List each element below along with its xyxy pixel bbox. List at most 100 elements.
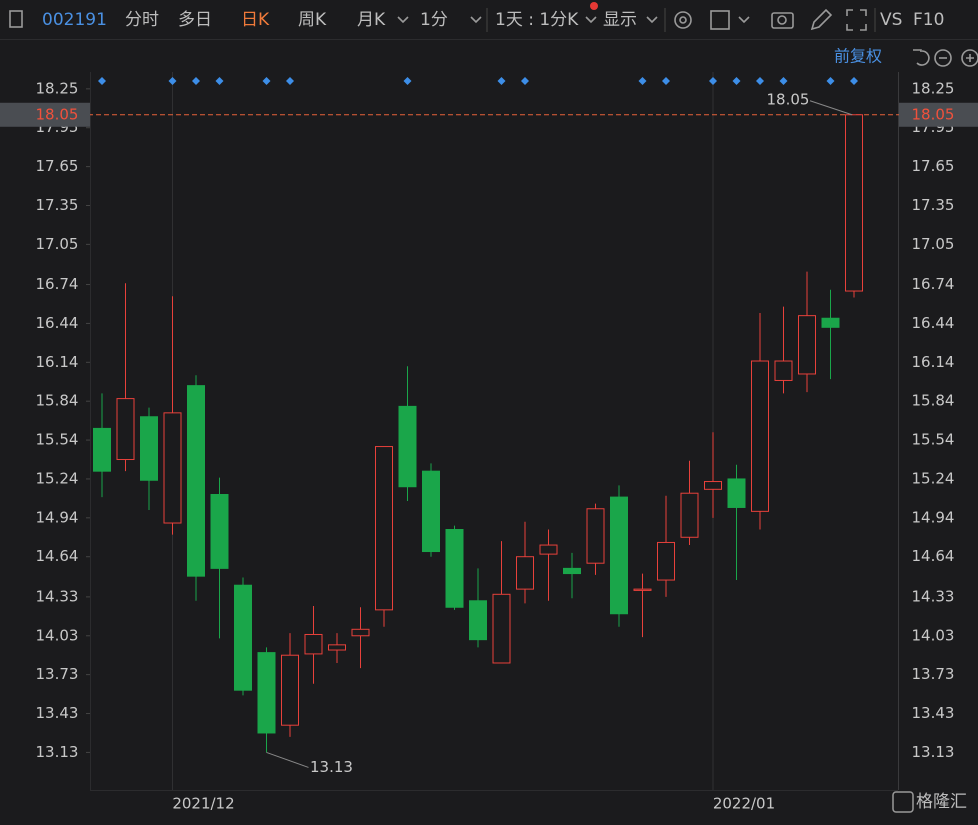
reset-icon[interactable] bbox=[913, 49, 930, 66]
candle-body bbox=[281, 654, 299, 726]
tab[interactable]: 日K bbox=[241, 10, 270, 30]
candle-body bbox=[774, 360, 793, 381]
candle-body bbox=[680, 492, 699, 538]
candle-body bbox=[704, 481, 722, 490]
y-tick-label-right: 16.74 bbox=[912, 275, 955, 293]
candle-body bbox=[328, 644, 346, 651]
chevron[interactable] bbox=[397, 16, 409, 24]
last-price-label: 18.05 bbox=[912, 105, 955, 123]
tab[interactable]: 周K bbox=[298, 10, 327, 30]
adjust[interactable]: 前复权 bbox=[834, 47, 882, 66]
y-tick-label: 13.73 bbox=[36, 665, 79, 683]
candle-body bbox=[610, 496, 628, 615]
event-marker bbox=[732, 77, 741, 85]
candle-body bbox=[210, 494, 229, 569]
y-tick-label: 17.35 bbox=[36, 196, 79, 214]
event-marker bbox=[850, 77, 858, 85]
y-tick-label: 18.25 bbox=[36, 79, 79, 97]
y-tick-label-right: 17.65 bbox=[912, 157, 955, 175]
y-tick-label-right: 17.35 bbox=[912, 196, 955, 214]
price-tag bbox=[0, 102, 90, 127]
chevron[interactable] bbox=[585, 16, 597, 24]
camera-icon bbox=[777, 15, 787, 25]
candle-body bbox=[422, 470, 440, 553]
y-tick-label-right: 13.43 bbox=[912, 704, 955, 722]
y-tick-label: 14.64 bbox=[36, 547, 79, 565]
event-marker bbox=[497, 77, 506, 85]
candle-body bbox=[657, 541, 675, 581]
zoom-in bbox=[966, 54, 974, 62]
stock-code[interactable]: 002191 bbox=[42, 10, 107, 30]
candle-body bbox=[116, 398, 135, 461]
y-tick-label-right: 13.73 bbox=[912, 665, 955, 683]
candle-body bbox=[563, 567, 581, 575]
y-tick-label-right: 16.14 bbox=[912, 353, 955, 371]
candle-body bbox=[727, 478, 746, 508]
settings-icon[interactable] bbox=[674, 11, 692, 29]
display[interactable]: 显示 bbox=[603, 10, 637, 30]
price-tag bbox=[899, 102, 978, 127]
y-tick-label-right: 15.54 bbox=[912, 431, 955, 449]
candle-body bbox=[187, 385, 205, 577]
y-tick-label: 13.13 bbox=[36, 743, 79, 761]
tab[interactable]: 1分 bbox=[420, 10, 448, 30]
camera-icon[interactable] bbox=[771, 12, 794, 29]
sidebar-icon[interactable] bbox=[9, 10, 23, 28]
annotation-line bbox=[809, 100, 853, 116]
y-tick-label: 15.54 bbox=[36, 431, 79, 449]
y-tick-label-right: 17.05 bbox=[912, 235, 955, 253]
candle-body bbox=[375, 446, 393, 611]
event-marker bbox=[286, 77, 294, 85]
y-tick-label: 17.65 bbox=[36, 157, 79, 175]
y-tick-label-right: 18.25 bbox=[912, 79, 955, 97]
y-tick-label: 14.33 bbox=[36, 587, 79, 605]
last-price-label: 18.05 bbox=[36, 105, 79, 123]
candle-body bbox=[586, 508, 605, 564]
annotation-line bbox=[266, 751, 309, 768]
y-tick-label: 16.14 bbox=[36, 353, 79, 371]
candle-body bbox=[798, 315, 816, 375]
candle-body bbox=[539, 544, 558, 555]
candle-body bbox=[469, 600, 487, 641]
y-tick-label-right: 16.44 bbox=[912, 314, 955, 332]
event-marker bbox=[709, 77, 717, 85]
expand-icon[interactable] bbox=[846, 9, 867, 31]
tab[interactable]: 分时 bbox=[125, 10, 159, 30]
candle-body bbox=[398, 405, 417, 488]
tab[interactable]: 多日 bbox=[178, 10, 212, 30]
logo-icon bbox=[892, 791, 914, 813]
candle-body bbox=[492, 593, 511, 664]
logo: 格隆汇 bbox=[916, 792, 967, 812]
candle-body bbox=[140, 416, 158, 481]
candle-body bbox=[516, 556, 534, 590]
y-tick-label-right: 15.84 bbox=[912, 392, 955, 410]
y-tick-label: 16.44 bbox=[36, 314, 79, 332]
period[interactable]: 1天 : 1分K bbox=[495, 10, 579, 30]
chevron[interactable] bbox=[470, 16, 482, 24]
event-marker bbox=[262, 77, 271, 85]
pen-icon[interactable] bbox=[810, 8, 833, 31]
y-tick-label-right: 15.24 bbox=[912, 469, 955, 487]
square-icon[interactable] bbox=[710, 10, 730, 30]
candle-body bbox=[234, 584, 252, 691]
y-tick-label: 15.24 bbox=[36, 469, 79, 487]
event-marker bbox=[215, 77, 224, 85]
tab[interactable]: 月K bbox=[357, 10, 386, 30]
f10[interactable]: F10 bbox=[913, 10, 944, 30]
x-tick-label: 2022/01 bbox=[713, 795, 775, 813]
zoom-out[interactable] bbox=[934, 49, 952, 67]
compare[interactable]: VS bbox=[880, 10, 902, 30]
chevron[interactable] bbox=[646, 16, 658, 24]
tabs: 分时 多日 日K 周K 月K 1分 bbox=[125, 10, 448, 30]
chevron[interactable] bbox=[738, 16, 750, 24]
zoom-in[interactable] bbox=[961, 49, 978, 67]
event-marker bbox=[779, 77, 788, 85]
x-tick-label: 2021/12 bbox=[172, 795, 234, 813]
y-tick-label: 13.43 bbox=[36, 704, 79, 722]
event-marker bbox=[756, 77, 764, 85]
candle-body bbox=[445, 528, 464, 608]
